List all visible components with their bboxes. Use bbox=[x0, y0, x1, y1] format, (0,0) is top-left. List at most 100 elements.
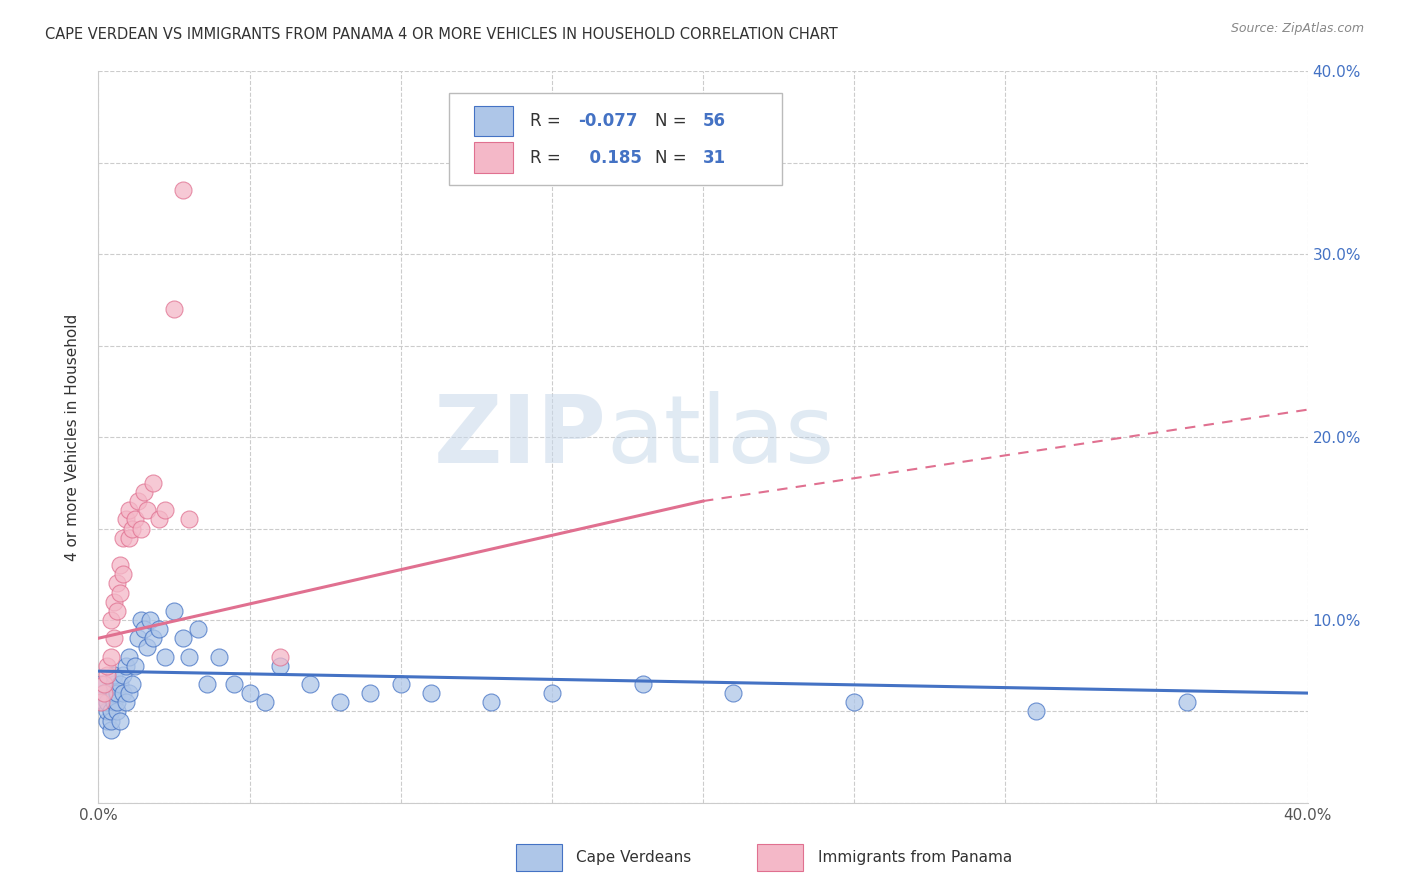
Point bbox=[329, 695, 352, 709]
Point bbox=[118, 686, 141, 700]
Point bbox=[153, 503, 176, 517]
Point bbox=[163, 604, 186, 618]
Point bbox=[121, 677, 143, 691]
Point bbox=[187, 622, 209, 636]
Point bbox=[420, 686, 443, 700]
Text: atlas: atlas bbox=[606, 391, 835, 483]
Point bbox=[105, 705, 128, 719]
Point bbox=[139, 613, 162, 627]
Point bbox=[224, 677, 246, 691]
Point bbox=[114, 658, 136, 673]
Point bbox=[208, 649, 231, 664]
Text: 56: 56 bbox=[703, 112, 725, 130]
Point bbox=[114, 695, 136, 709]
Point bbox=[96, 714, 118, 728]
Point bbox=[108, 585, 131, 599]
Point bbox=[118, 531, 141, 545]
Point bbox=[105, 604, 128, 618]
Point bbox=[127, 494, 149, 508]
Point bbox=[124, 658, 146, 673]
Point bbox=[723, 686, 745, 700]
Point bbox=[108, 558, 131, 573]
Point bbox=[129, 521, 152, 535]
Point bbox=[239, 686, 262, 700]
Point bbox=[179, 649, 201, 664]
FancyBboxPatch shape bbox=[449, 94, 782, 185]
Point bbox=[103, 667, 125, 681]
Point bbox=[124, 512, 146, 526]
Point bbox=[1024, 705, 1046, 719]
Point bbox=[103, 594, 125, 608]
Point bbox=[93, 695, 115, 709]
Point bbox=[540, 686, 562, 700]
Point bbox=[121, 521, 143, 535]
Y-axis label: 4 or more Vehicles in Household: 4 or more Vehicles in Household bbox=[65, 313, 80, 561]
Point bbox=[93, 686, 115, 700]
Point bbox=[135, 640, 157, 655]
Point bbox=[179, 512, 201, 526]
Point bbox=[360, 686, 382, 700]
Point bbox=[142, 632, 165, 646]
Point bbox=[90, 695, 112, 709]
Text: N =: N = bbox=[655, 112, 692, 130]
Point bbox=[631, 677, 654, 691]
Text: -0.077: -0.077 bbox=[578, 112, 638, 130]
Point bbox=[111, 667, 134, 681]
Bar bbox=[474, 106, 513, 136]
Point bbox=[118, 503, 141, 517]
Point bbox=[253, 695, 276, 709]
Point bbox=[103, 677, 125, 691]
Point bbox=[96, 705, 118, 719]
Text: R =: R = bbox=[530, 112, 567, 130]
Point bbox=[118, 649, 141, 664]
Point bbox=[100, 613, 122, 627]
Point bbox=[100, 649, 122, 664]
Text: CAPE VERDEAN VS IMMIGRANTS FROM PANAMA 4 OR MORE VEHICLES IN HOUSEHOLD CORRELATI: CAPE VERDEAN VS IMMIGRANTS FROM PANAMA 4… bbox=[45, 27, 838, 42]
Point bbox=[114, 512, 136, 526]
Point bbox=[269, 658, 291, 673]
Point bbox=[142, 475, 165, 490]
Point bbox=[172, 632, 194, 646]
Point bbox=[103, 695, 125, 709]
Point bbox=[148, 622, 170, 636]
Point bbox=[135, 503, 157, 517]
Point bbox=[103, 632, 125, 646]
Point bbox=[105, 695, 128, 709]
Point bbox=[172, 183, 194, 197]
Point bbox=[1175, 695, 1198, 709]
Point bbox=[96, 658, 118, 673]
Point bbox=[93, 677, 115, 691]
Text: 0.185: 0.185 bbox=[578, 149, 643, 167]
Point bbox=[389, 677, 412, 691]
Point bbox=[195, 677, 218, 691]
Point bbox=[132, 622, 155, 636]
Point bbox=[103, 686, 125, 700]
Bar bbox=[474, 143, 513, 173]
Point bbox=[269, 649, 291, 664]
Point bbox=[129, 613, 152, 627]
Point bbox=[105, 576, 128, 591]
Point bbox=[111, 531, 134, 545]
Point bbox=[299, 677, 322, 691]
Text: R =: R = bbox=[530, 149, 567, 167]
Bar bbox=[758, 845, 803, 871]
Text: Immigrants from Panama: Immigrants from Panama bbox=[818, 850, 1012, 865]
Point bbox=[127, 632, 149, 646]
Point bbox=[481, 695, 503, 709]
Text: 31: 31 bbox=[703, 149, 725, 167]
Point bbox=[844, 695, 866, 709]
Point bbox=[111, 567, 134, 582]
Point bbox=[96, 667, 118, 681]
Text: N =: N = bbox=[655, 149, 692, 167]
Point bbox=[105, 686, 128, 700]
Bar bbox=[516, 845, 561, 871]
Point bbox=[132, 485, 155, 500]
Point bbox=[93, 686, 115, 700]
Point bbox=[100, 723, 122, 737]
Point bbox=[108, 677, 131, 691]
Point bbox=[163, 301, 186, 317]
Point bbox=[100, 705, 122, 719]
Point bbox=[148, 512, 170, 526]
Point bbox=[108, 714, 131, 728]
Point bbox=[96, 695, 118, 709]
